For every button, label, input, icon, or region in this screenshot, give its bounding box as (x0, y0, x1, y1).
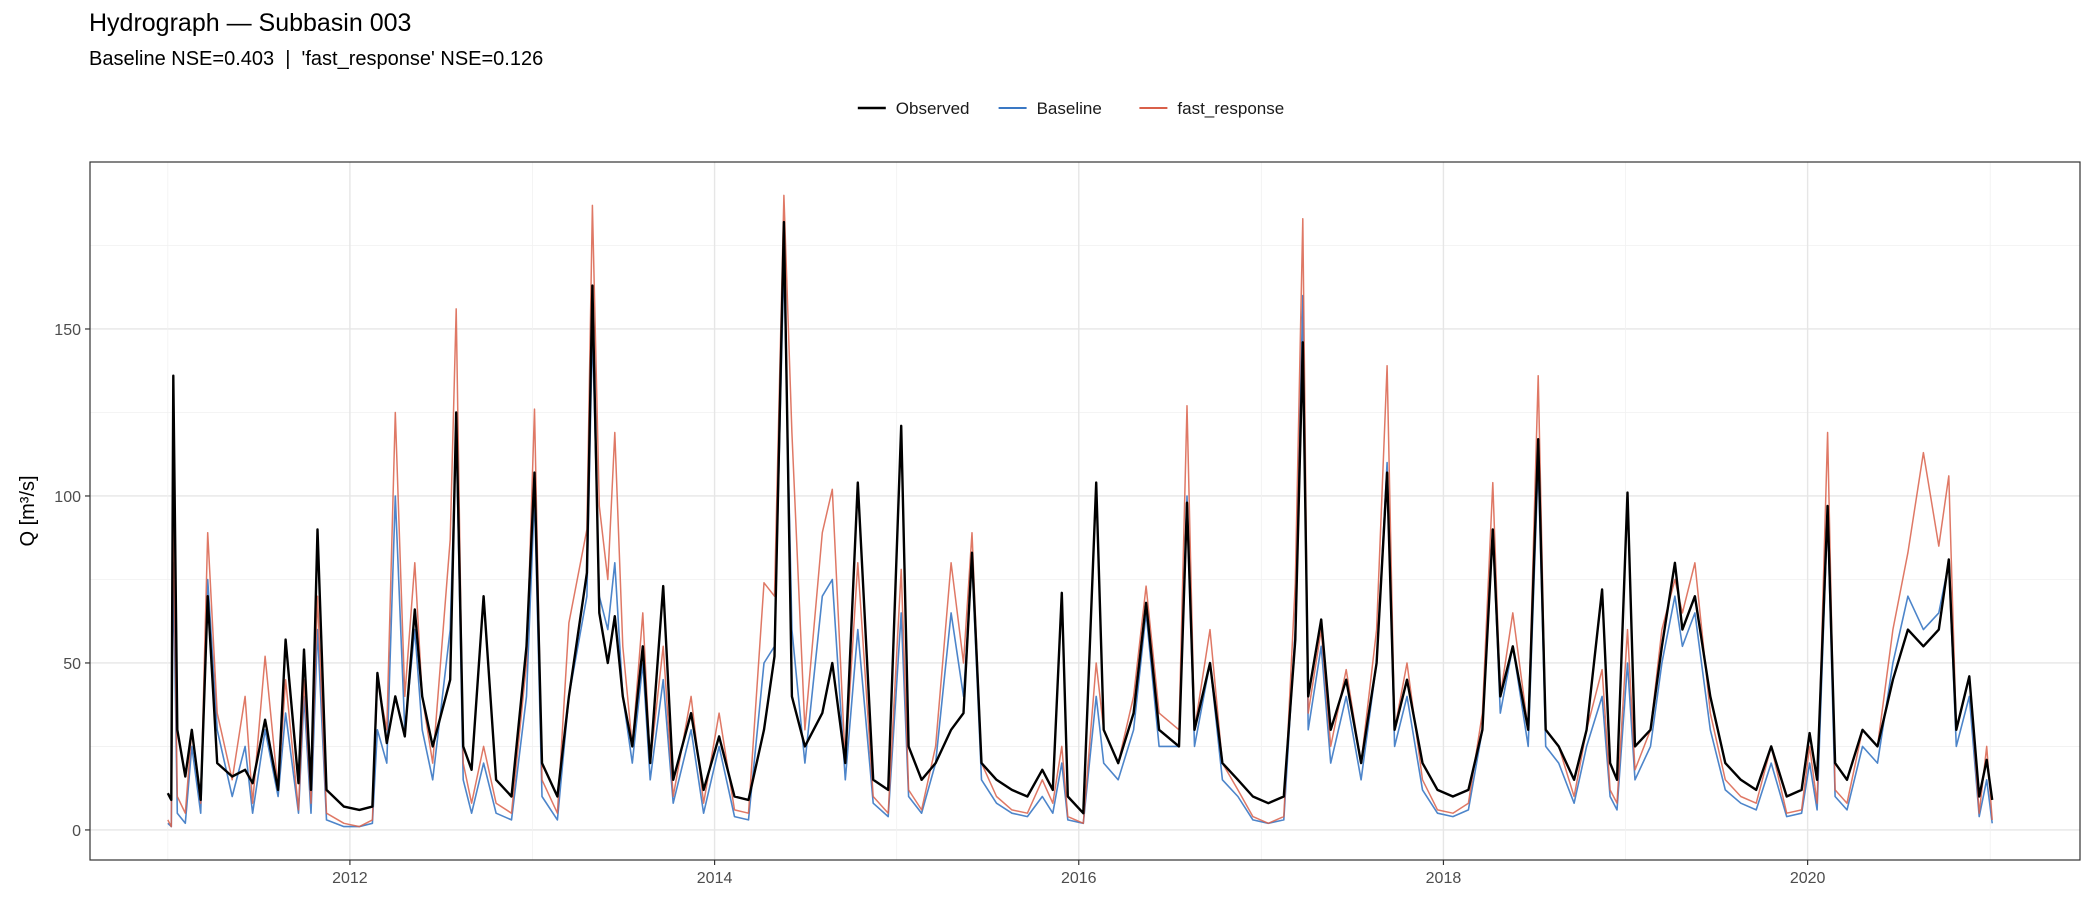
grid (90, 162, 2080, 860)
y-tick-label: 0 (72, 823, 81, 840)
chart-subtitle: Baseline NSE=0.403 | 'fast_response' NSE… (89, 48, 543, 70)
y-tick-label: 150 (54, 322, 81, 339)
legend-label: fast_response (1177, 99, 1284, 118)
legend-label: Baseline (1037, 99, 1102, 118)
axes: 0 50 100 150 2012 2014 2016 2018 2020 (54, 322, 1825, 887)
y-tick-label: 100 (54, 489, 81, 506)
series-layer (166, 194, 1994, 828)
x-tick-label: 2020 (1790, 870, 1826, 887)
x-tick-label: 2012 (332, 870, 368, 887)
plot-border (89, 161, 2081, 861)
y-axis-label: Q [m³/s] (17, 475, 39, 546)
y-tick-label: 50 (63, 656, 81, 673)
legend-item-observed: Observed (857, 99, 970, 118)
x-tick-label: 2014 (697, 870, 733, 887)
y-axis-label-text: Q [m³/s] (17, 475, 39, 546)
legend-item-fast-response: fast_response (1139, 99, 1284, 118)
x-tick-label: 2016 (1061, 870, 1097, 887)
legend-item-baseline: Baseline (998, 99, 1102, 118)
x-tick-label: 2018 (1426, 870, 1462, 887)
legend: Observed Baseline fast_response (857, 99, 1284, 118)
chart-title: Hydrograph — Subbasin 003 (89, 9, 411, 37)
series-line-observed (166, 220, 1994, 815)
legend-label: Observed (896, 99, 970, 118)
